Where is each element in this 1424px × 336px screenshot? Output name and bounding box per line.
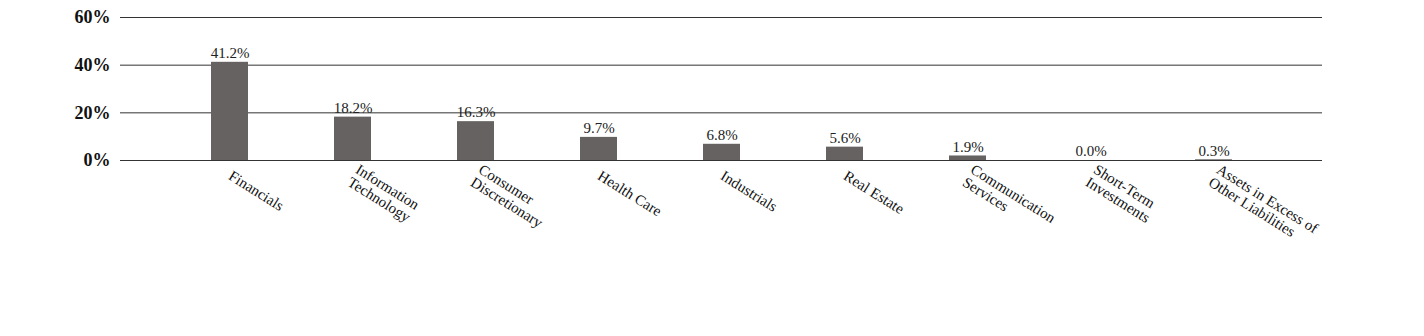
svg-text:Real Estate: Real Estate — [841, 168, 907, 218]
svg-text:0.3%: 0.3% — [1198, 143, 1229, 159]
svg-text:Health Care: Health Care — [595, 168, 665, 220]
svg-text:0%: 0% — [84, 150, 111, 170]
svg-text:Assets in Excess ofOther Liabi: Assets in Excess ofOther Liabilities — [1206, 161, 1321, 249]
svg-text:40%: 40% — [75, 55, 111, 75]
svg-text:9.7%: 9.7% — [583, 120, 614, 136]
svg-text:ConsumerDiscretionary: ConsumerDiscretionary — [468, 161, 554, 231]
svg-text:6.8%: 6.8% — [706, 127, 737, 143]
svg-text:Financials: Financials — [226, 168, 287, 214]
svg-text:60%: 60% — [75, 7, 111, 27]
svg-text:0.0%: 0.0% — [1075, 143, 1106, 159]
svg-text:16.3%: 16.3% — [457, 104, 496, 120]
svg-text:1.9%: 1.9% — [952, 139, 983, 155]
svg-text:CommunicationServices: CommunicationServices — [960, 161, 1059, 239]
svg-text:20%: 20% — [75, 103, 111, 123]
svg-text:InformationTechnology: InformationTechnology — [345, 161, 423, 226]
svg-text:18.2%: 18.2% — [334, 100, 373, 116]
svg-text:5.6%: 5.6% — [829, 130, 860, 146]
svg-text:41.2%: 41.2% — [211, 45, 250, 61]
svg-text:Industrials: Industrials — [718, 168, 780, 215]
svg-text:Short-TermInvestments: Short-TermInvestments — [1083, 161, 1161, 226]
